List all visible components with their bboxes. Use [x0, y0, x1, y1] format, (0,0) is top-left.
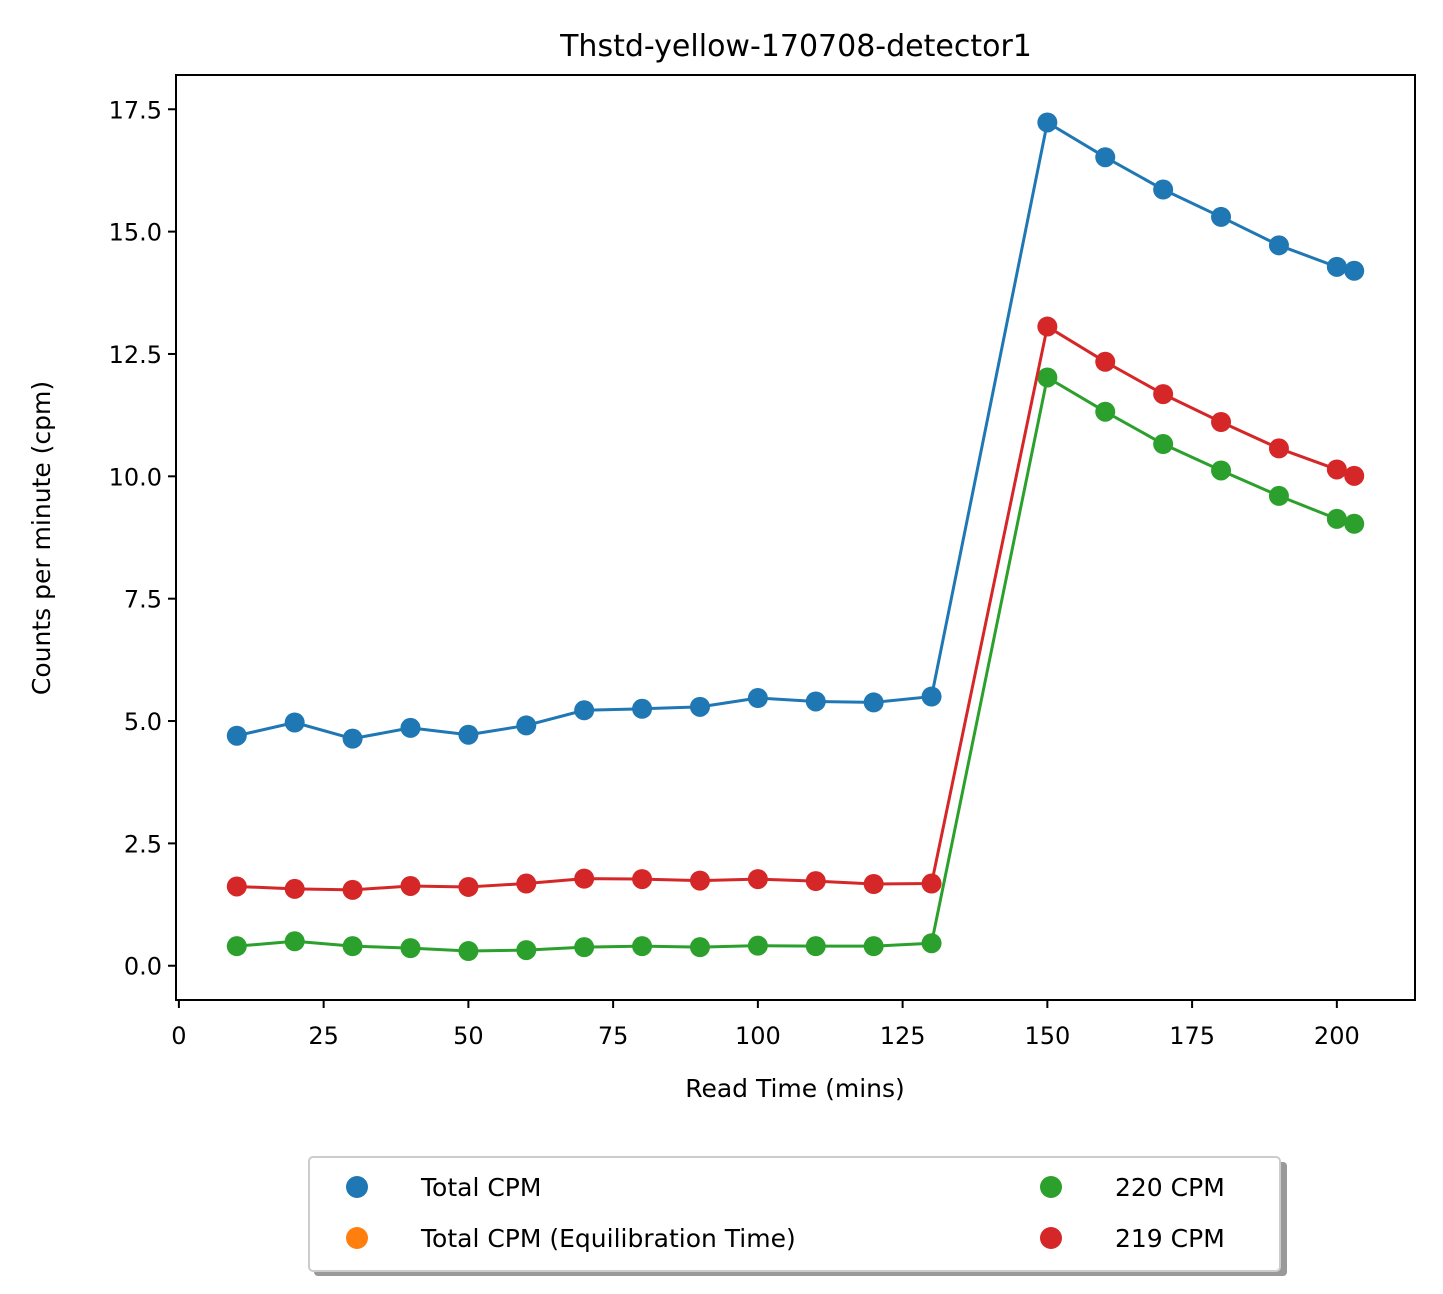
data-point-219-cpm: [689, 870, 710, 891]
data-point-219-cpm: [1344, 465, 1365, 486]
data-point-total-cpm: [1095, 147, 1116, 168]
legend-marker: [346, 1227, 368, 1249]
data-point-219-cpm: [226, 876, 247, 897]
data-point-220-cpm: [516, 940, 537, 961]
legend-label: 220 CPM: [1115, 1173, 1225, 1202]
data-point-total-cpm: [226, 725, 247, 746]
x-axis-label: Read Time (mins): [685, 1074, 905, 1103]
data-point-total-cpm: [342, 728, 363, 749]
data-point-219-cpm: [574, 868, 595, 889]
data-point-220-cpm: [1326, 508, 1347, 529]
plot-area: [175, 74, 1416, 1001]
data-point-219-cpm: [921, 873, 942, 894]
y-tick-label: 15.0: [109, 219, 162, 247]
data-point-220-cpm: [863, 936, 884, 957]
data-point-total-cpm: [689, 696, 710, 717]
data-point-220-cpm: [632, 936, 653, 957]
data-point-220-cpm: [1344, 513, 1365, 534]
y-tick-label: 12.5: [109, 341, 162, 369]
legend-label: 219 CPM: [1115, 1224, 1225, 1253]
series-line-219-cpm: [236, 325, 1355, 892]
legend-label: Total CPM (Equilibration Time): [420, 1224, 796, 1253]
data-point-220-cpm: [689, 937, 710, 958]
data-point-total-cpm: [863, 692, 884, 713]
series-line-220-cpm: [236, 375, 1355, 953]
data-point-219-cpm: [342, 879, 363, 900]
data-point-220-cpm: [574, 937, 595, 958]
data-point-219-cpm: [516, 873, 537, 894]
data-point-220-cpm: [1095, 401, 1116, 422]
data-point-220-cpm: [400, 938, 421, 959]
data-point-219-cpm: [1037, 316, 1058, 337]
data-point-220-cpm: [458, 941, 479, 962]
data-point-total-cpm: [921, 686, 942, 707]
series-line-total-cpm: [236, 120, 1355, 741]
data-point-219-cpm: [284, 878, 305, 899]
data-point-total-cpm: [805, 691, 826, 712]
data-point-219-cpm: [863, 874, 884, 895]
data-point-total-cpm: [1326, 256, 1347, 277]
data-point-219-cpm: [400, 875, 421, 896]
series-layer: [226, 112, 1365, 962]
data-point-total-cpm: [516, 715, 537, 736]
data-point-total-cpm: [1211, 206, 1232, 227]
x-axis-ticks: 0 25 50 75 100 125 150 175 200: [171, 1000, 1360, 1050]
data-point-220-cpm: [1153, 434, 1174, 455]
data-point-219-cpm: [632, 869, 653, 890]
legend-items: Total CPM Total CPM (Equilibration Time) 2…: [346, 1173, 1225, 1253]
data-point-220-cpm: [1037, 367, 1058, 388]
data-point-220-cpm: [342, 936, 363, 957]
data-point-220-cpm: [747, 935, 768, 956]
x-tick-label: 125: [880, 1022, 926, 1050]
data-point-total-cpm: [1344, 260, 1365, 281]
data-point-219-cpm: [805, 871, 826, 892]
data-point-220-cpm: [284, 931, 305, 952]
data-point-219-cpm: [747, 869, 768, 890]
data-point-total-cpm: [284, 712, 305, 733]
data-point-219-cpm: [1268, 438, 1289, 459]
data-point-220-cpm: [1268, 485, 1289, 506]
legend-marker: [1040, 1227, 1062, 1249]
data-point-total-cpm: [1268, 235, 1289, 256]
legend-label: Total CPM: [420, 1173, 541, 1202]
data-point-220-cpm: [1211, 460, 1232, 481]
data-point-total-cpm: [400, 717, 421, 738]
x-tick-label: 25: [308, 1022, 339, 1050]
y-tick-label: 10.0: [109, 463, 162, 491]
data-point-220-cpm: [226, 936, 247, 957]
y-tick-label: 7.5: [124, 586, 162, 614]
data-point-total-cpm: [1153, 179, 1174, 200]
legend-box: [308, 1156, 1281, 1272]
data-point-total-cpm: [1037, 112, 1058, 133]
data-point-total-cpm: [632, 698, 653, 719]
x-tick-label: 0: [171, 1022, 186, 1050]
data-point-219-cpm: [1095, 351, 1116, 372]
y-axis-label: Counts per minute (cpm): [27, 381, 56, 695]
y-tick-label: 17.5: [109, 96, 162, 124]
legend: Total CPM Total CPM (Equilibration Time) 2…: [308, 1156, 1287, 1276]
x-tick-label: 150: [1024, 1022, 1070, 1050]
data-point-219-cpm: [1153, 384, 1174, 405]
x-tick-label: 175: [1169, 1022, 1215, 1050]
x-tick-label: 200: [1314, 1022, 1360, 1050]
y-tick-label: 2.5: [124, 830, 162, 858]
x-tick-label: 100: [735, 1022, 781, 1050]
y-tick-label: 5.0: [124, 708, 162, 736]
data-point-220-cpm: [921, 933, 942, 954]
data-point-total-cpm: [574, 700, 595, 721]
x-tick-label: 75: [598, 1022, 629, 1050]
legend-marker: [346, 1176, 368, 1198]
data-point-220-cpm: [805, 936, 826, 957]
data-point-219-cpm: [1211, 411, 1232, 432]
y-tick-label: 0.0: [124, 953, 162, 981]
data-point-total-cpm: [747, 688, 768, 709]
legend-marker: [1040, 1176, 1062, 1198]
data-point-219-cpm: [1326, 459, 1347, 480]
x-tick-label: 50: [453, 1022, 484, 1050]
y-axis-ticks: 0.0 2.5 5.0 7.5 10.0 12.5 15.0 17.5: [109, 96, 176, 981]
data-point-219-cpm: [458, 876, 479, 897]
data-point-total-cpm: [458, 724, 479, 745]
chart-title: Thstd-yellow-170708-detector1: [559, 29, 1032, 64]
